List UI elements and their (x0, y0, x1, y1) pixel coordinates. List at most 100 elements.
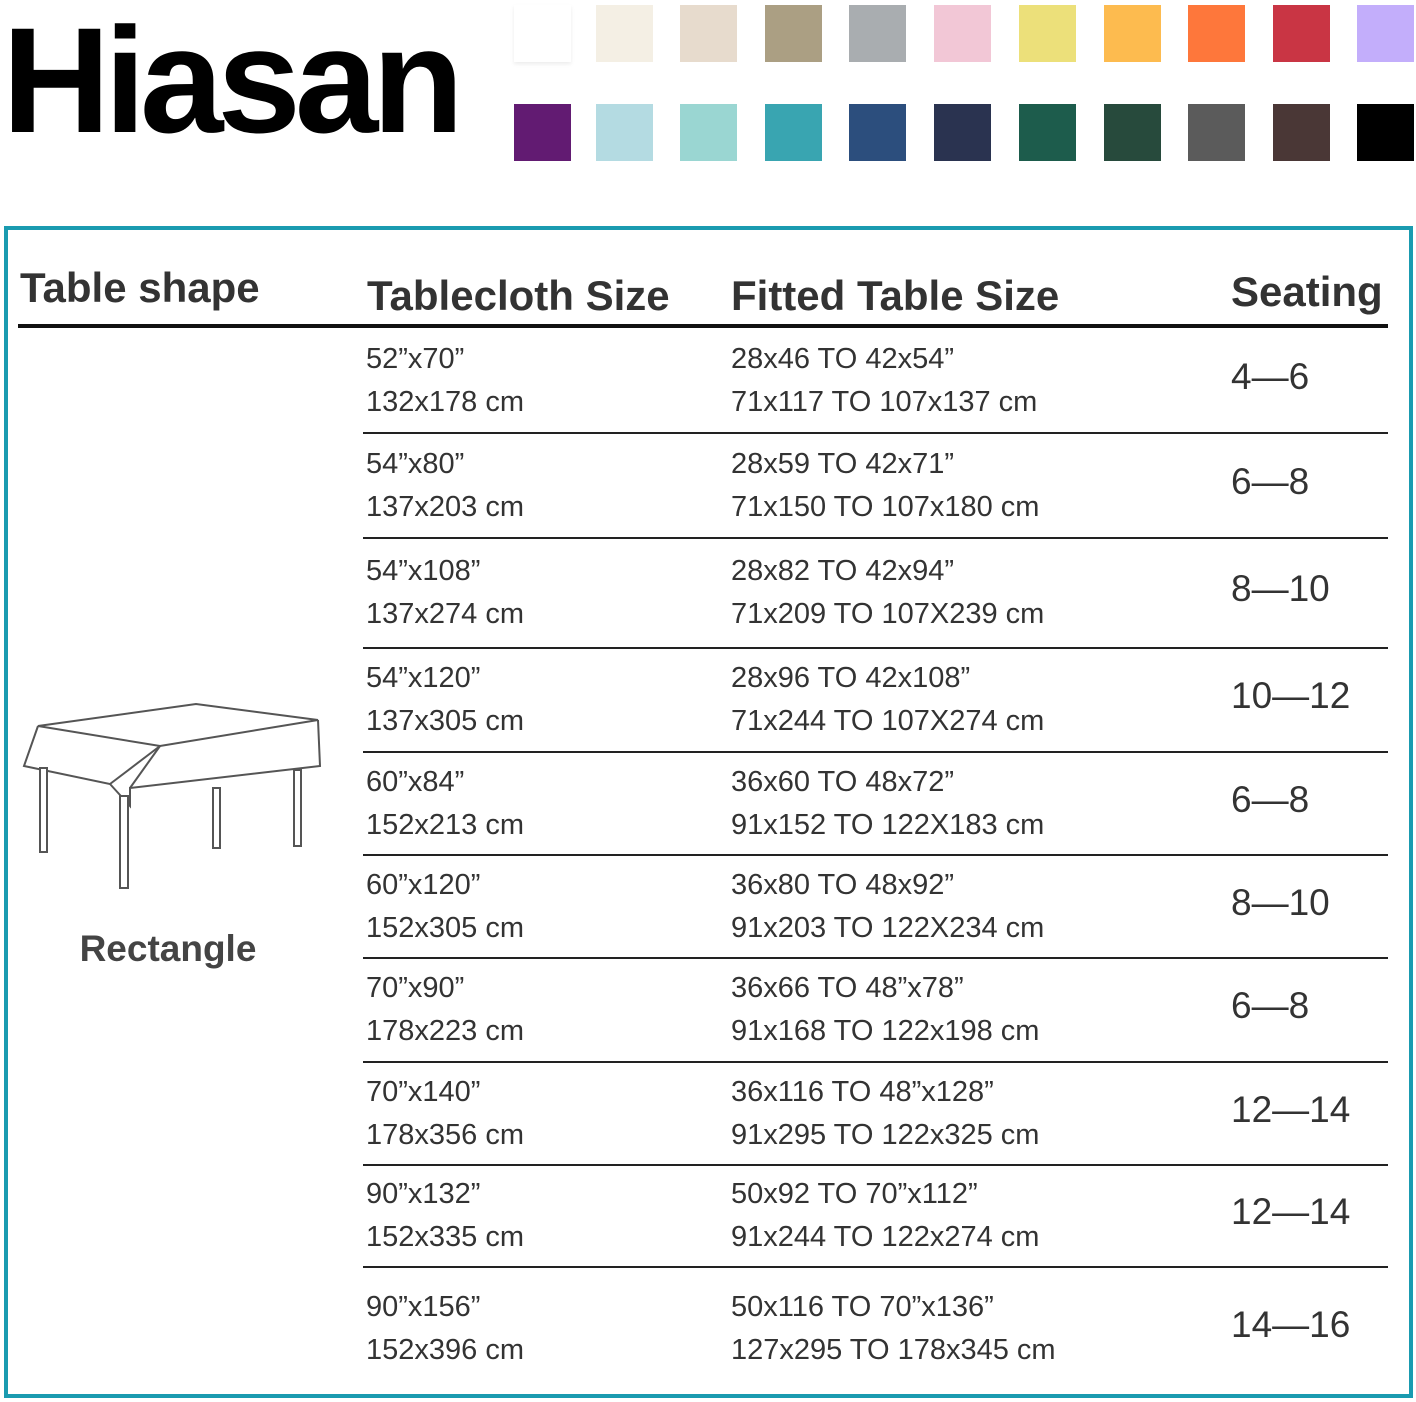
table-row: 90”x156” 152x396 cm 50x116 TO 70”x136” 127x… (363, 1268, 1388, 1392)
fitted-table-size: 36x60 TO 48x72” 91x152 TO 122X183 cm (731, 761, 1044, 847)
size-cm: 132x178 cm (366, 386, 524, 418)
color-swatch[interactable] (514, 104, 571, 161)
table-row: 70”x140” 178x356 cm 36x116 TO 48”x128” 91x2… (363, 1063, 1388, 1166)
row-divider (363, 1164, 1388, 1166)
size-cm: 137x305 cm (366, 705, 524, 737)
tablecloth-size: 54”x80” 137x203 cm (366, 443, 524, 529)
seating: 8—10 (1231, 882, 1330, 923)
size-inches: 54”x80” (366, 448, 465, 480)
table-row: 52”x70” 132x178 cm 28x46 TO 42x54” 71x117 T… (363, 330, 1388, 434)
size-cm: 152x396 cm (366, 1334, 524, 1366)
color-swatch[interactable] (765, 104, 822, 161)
fitted-cm: 71x209 TO 107X239 cm (731, 598, 1045, 630)
size-inches: 52”x70” (366, 343, 465, 375)
size-inches: 54”x120” (366, 662, 481, 694)
tablecloth-size: 90”x156” 152x396 cm (366, 1286, 524, 1372)
fitted-table-size: 28x96 TO 42x108” 71x244 TO 107X274 cm (731, 657, 1044, 743)
fitted-table-size: 50x116 TO 70”x136” 127x295 TO 178x345 cm (731, 1286, 1056, 1372)
shape-label: Rectangle (79, 928, 257, 969)
seating: 10—12 (1231, 675, 1351, 716)
tablecloth-size: 70”x140” 178x356 cm (366, 1071, 524, 1157)
tablecloth-size: 54”x108” 137x274 cm (366, 550, 524, 636)
color-swatch[interactable] (1019, 104, 1076, 161)
row-divider (363, 854, 1388, 856)
color-swatch[interactable] (596, 5, 653, 62)
fitted-cm: 91x244 TO 122x274 cm (731, 1221, 1040, 1253)
size-inches: 70”x140” (366, 1076, 481, 1108)
table-row: 60”x84” 152x213 cm 36x60 TO 48x72” 91x152 T… (363, 753, 1388, 856)
row-divider (363, 1266, 1388, 1268)
size-cm: 152x213 cm (366, 809, 524, 841)
seating: 8—10 (1231, 568, 1330, 609)
header-seating: Seating (1231, 268, 1383, 315)
color-swatch[interactable] (934, 104, 991, 161)
seating: 12—14 (1231, 1089, 1351, 1130)
size-cm: 178x223 cm (366, 1015, 524, 1047)
color-swatch[interactable] (765, 5, 822, 62)
tablecloth-size: 90”x132” 152x335 cm (366, 1173, 524, 1259)
rectangle-table-icon (22, 702, 322, 889)
fitted-inches: 50x116 TO 70”x136” (731, 1291, 994, 1323)
table-row: 90”x132” 152x335 cm 50x92 TO 70”x112” 91x24… (363, 1166, 1388, 1268)
tablecloth-size: 60”x120” 152x305 cm (366, 864, 524, 950)
brand-logo: Hiasan (2, 0, 464, 164)
color-swatch[interactable] (1104, 5, 1161, 62)
size-inches: 60”x84” (366, 766, 465, 798)
header-tablecloth-size: Tablecloth Size (367, 272, 670, 319)
table-row: 54”x80” 137x203 cm 28x59 TO 42x71” 71x150 T… (363, 434, 1388, 539)
color-swatch[interactable] (1188, 104, 1245, 161)
tablecloth-size: 52”x70” 132x178 cm (366, 338, 524, 424)
size-cm: 152x305 cm (366, 912, 524, 944)
tablecloth-size: 70”x90” 178x223 cm (366, 967, 524, 1053)
color-swatch[interactable] (680, 5, 737, 62)
tablecloth-size: 60”x84” 152x213 cm (366, 761, 524, 847)
row-divider (363, 647, 1388, 649)
fitted-inches: 28x59 TO 42x71” (731, 448, 955, 480)
fitted-cm: 71x244 TO 107X274 cm (731, 705, 1045, 737)
seating: 6—8 (1231, 779, 1310, 820)
color-swatch[interactable] (1104, 104, 1161, 161)
color-swatch[interactable] (1357, 5, 1414, 62)
size-cm: 137x203 cm (366, 491, 524, 523)
size-inches: 70”x90” (366, 972, 465, 1004)
fitted-cm: 71x150 TO 107x180 cm (731, 491, 1040, 523)
color-swatch[interactable] (1357, 104, 1414, 161)
color-swatch[interactable] (1019, 5, 1076, 62)
fitted-inches: 28x82 TO 42x94” (731, 555, 955, 587)
fitted-cm: 91x203 TO 122X234 cm (731, 912, 1045, 944)
fitted-inches: 36x80 TO 48x92” (731, 869, 955, 901)
seating: 12—14 (1231, 1191, 1351, 1232)
seating: 6—8 (1231, 461, 1310, 502)
color-swatch[interactable] (849, 104, 906, 161)
color-swatch[interactable] (1273, 104, 1330, 161)
fitted-table-size: 36x116 TO 48”x128” 91x295 TO 122x325 cm (731, 1071, 1039, 1157)
fitted-cm: 91x152 TO 122X183 cm (731, 809, 1045, 841)
header-divider (18, 324, 1388, 328)
color-swatch[interactable] (596, 104, 653, 161)
size-chart-frame (4, 226, 1413, 1398)
color-swatch[interactable] (680, 104, 737, 161)
seating: 4—6 (1231, 356, 1310, 397)
row-divider (363, 957, 1388, 959)
fitted-inches: 28x46 TO 42x54” (731, 343, 955, 375)
size-cm: 137x274 cm (366, 598, 524, 630)
row-divider (363, 751, 1388, 753)
fitted-inches: 36x116 TO 48”x128” (731, 1076, 994, 1108)
size-cm: 178x356 cm (366, 1119, 524, 1151)
color-swatch[interactable] (1273, 5, 1330, 62)
fitted-table-size: 36x66 TO 48”x78” 91x168 TO 122x198 cm (731, 967, 1039, 1053)
fitted-cm: 127x295 TO 178x345 cm (731, 1334, 1056, 1366)
color-swatch[interactable] (934, 5, 991, 62)
row-divider (363, 537, 1388, 539)
fitted-table-size: 28x82 TO 42x94” 71x209 TO 107X239 cm (731, 550, 1044, 636)
size-inches: 90”x156” (366, 1291, 481, 1323)
color-swatch[interactable] (514, 5, 571, 62)
fitted-table-size: 28x46 TO 42x54” 71x117 TO 107x137 cm (731, 338, 1037, 424)
header-table-shape: Table shape (20, 264, 260, 311)
color-swatch[interactable] (849, 5, 906, 62)
fitted-table-size: 50x92 TO 70”x112” 91x244 TO 122x274 cm (731, 1173, 1039, 1259)
fitted-cm: 71x117 TO 107x137 cm (731, 386, 1038, 418)
color-swatch[interactable] (1188, 5, 1245, 62)
fitted-cm: 91x295 TO 122x325 cm (731, 1119, 1040, 1151)
fitted-table-size: 36x80 TO 48x92” 91x203 TO 122X234 cm (731, 864, 1044, 950)
